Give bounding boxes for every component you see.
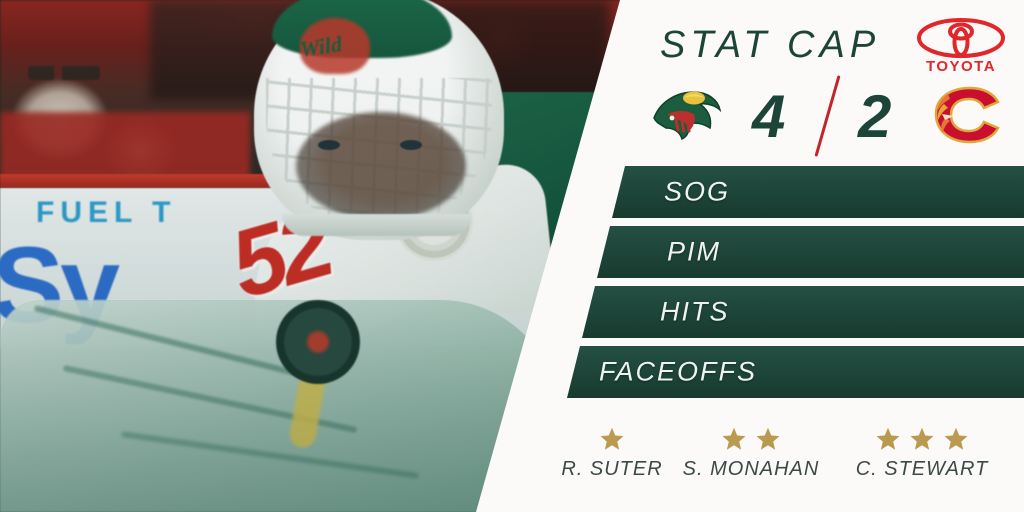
- star-icon: [600, 427, 624, 450]
- score-separator: [814, 75, 841, 157]
- mask-red-accent: [300, 18, 370, 74]
- three-stars-player-name: S. MONAHAN: [682, 458, 820, 480]
- mask-chin-guard: [282, 214, 472, 236]
- stat-label: FACEOFFS: [599, 356, 758, 387]
- goalie-face: [296, 112, 466, 220]
- three-stars-item: S. MONAHAN: [676, 424, 826, 481]
- three-stars-section: R. SUTER S. MONAHAN C. STEWART: [0, 424, 1024, 504]
- panel-header: STAT CAP TOYOTA: [660, 18, 1024, 75]
- away-score: 2: [858, 83, 892, 150]
- goalie-eye-right: [400, 140, 422, 150]
- three-stars-item: R. SUTER: [556, 424, 668, 481]
- toyota-wordmark: TOYOTA: [925, 58, 997, 75]
- stats-table: SOG 32 37 PIM 12 6 HITS 11 15 FACEOFFS 5…: [0, 166, 1024, 414]
- three-stars-item: C. STEWART: [836, 424, 1008, 481]
- wild-logo-icon: [650, 84, 722, 146]
- star-icon: [910, 427, 934, 450]
- three-stars-player-name: C. STEWART: [855, 458, 989, 480]
- board-ad-fuel: FUEL T: [36, 196, 177, 229]
- star-icon-group: [676, 424, 826, 454]
- flames-logo-icon: [932, 84, 1004, 146]
- table-row: PIM 12 6: [597, 226, 1024, 278]
- page-title: STAT CAP: [660, 24, 881, 66]
- goalie-eye-left: [318, 140, 340, 150]
- toyota-logo-icon: TOYOTA: [915, 18, 1007, 75]
- star-icon-group: [836, 424, 1008, 454]
- glove-knob: [276, 300, 360, 384]
- star-icon-group: [556, 424, 668, 454]
- table-row: HITS 11 15: [582, 286, 1024, 338]
- star-icon: [756, 427, 780, 450]
- star-icon: [944, 427, 968, 450]
- star-icon: [722, 427, 746, 450]
- stat-label: SOG: [664, 176, 731, 207]
- three-stars-player-name: R. SUTER: [561, 458, 663, 480]
- table-row: SOG 32 37: [612, 166, 1024, 218]
- spectator-jacket-left: [0, 112, 250, 178]
- score-row: 4 2: [636, 75, 1024, 157]
- stat-label: HITS: [660, 296, 730, 327]
- home-score: 4: [752, 83, 786, 150]
- star-icon: [876, 427, 900, 450]
- table-row: FACEOFFS 50% 50%: [567, 346, 1024, 398]
- stat-label: PIM: [667, 236, 722, 267]
- spectator-glasses: [28, 66, 100, 80]
